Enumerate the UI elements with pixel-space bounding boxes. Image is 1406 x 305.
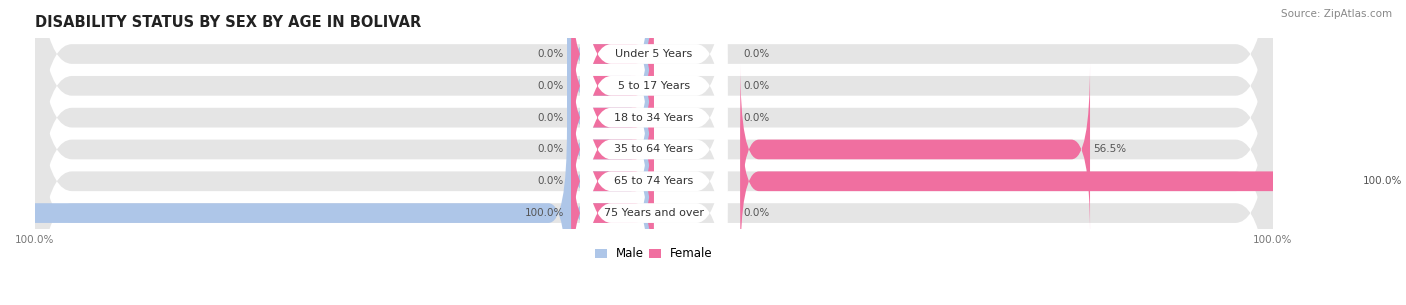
- FancyBboxPatch shape: [571, 64, 654, 235]
- Text: 0.0%: 0.0%: [537, 176, 564, 186]
- FancyBboxPatch shape: [571, 127, 654, 299]
- FancyBboxPatch shape: [35, 0, 1272, 267]
- FancyBboxPatch shape: [0, 127, 567, 299]
- Text: 0.0%: 0.0%: [537, 49, 564, 59]
- FancyBboxPatch shape: [571, 0, 654, 140]
- FancyBboxPatch shape: [35, 0, 1272, 305]
- Text: 0.0%: 0.0%: [537, 113, 564, 123]
- Text: 5 to 17 Years: 5 to 17 Years: [617, 81, 690, 91]
- Text: 100.0%: 100.0%: [1362, 176, 1402, 186]
- FancyBboxPatch shape: [567, 64, 650, 235]
- Text: 0.0%: 0.0%: [537, 81, 564, 91]
- FancyBboxPatch shape: [581, 32, 727, 305]
- Text: 56.5%: 56.5%: [1092, 145, 1126, 154]
- Text: 18 to 34 Years: 18 to 34 Years: [614, 113, 693, 123]
- Text: 35 to 64 Years: 35 to 64 Years: [614, 145, 693, 154]
- Text: 0.0%: 0.0%: [744, 81, 769, 91]
- Text: 0.0%: 0.0%: [744, 49, 769, 59]
- FancyBboxPatch shape: [581, 0, 727, 267]
- Text: 100.0%: 100.0%: [524, 208, 564, 218]
- FancyBboxPatch shape: [567, 127, 650, 299]
- Text: DISABILITY STATUS BY SEX BY AGE IN BOLIVAR: DISABILITY STATUS BY SEX BY AGE IN BOLIV…: [35, 15, 420, 30]
- Text: 0.0%: 0.0%: [537, 145, 564, 154]
- FancyBboxPatch shape: [571, 32, 654, 203]
- FancyBboxPatch shape: [581, 0, 727, 235]
- FancyBboxPatch shape: [567, 96, 650, 267]
- Text: 0.0%: 0.0%: [744, 113, 769, 123]
- FancyBboxPatch shape: [571, 96, 654, 267]
- FancyBboxPatch shape: [567, 32, 650, 203]
- Text: 0.0%: 0.0%: [744, 208, 769, 218]
- FancyBboxPatch shape: [567, 0, 650, 171]
- FancyBboxPatch shape: [741, 64, 1090, 235]
- FancyBboxPatch shape: [581, 0, 727, 203]
- Legend: Male, Female: Male, Female: [591, 243, 717, 265]
- Text: Under 5 Years: Under 5 Years: [614, 49, 692, 59]
- FancyBboxPatch shape: [741, 96, 1360, 267]
- FancyBboxPatch shape: [571, 0, 654, 171]
- Text: Source: ZipAtlas.com: Source: ZipAtlas.com: [1281, 9, 1392, 19]
- FancyBboxPatch shape: [35, 0, 1272, 235]
- Text: 75 Years and over: 75 Years and over: [603, 208, 703, 218]
- Text: 65 to 74 Years: 65 to 74 Years: [614, 176, 693, 186]
- FancyBboxPatch shape: [581, 64, 727, 305]
- FancyBboxPatch shape: [581, 0, 727, 299]
- FancyBboxPatch shape: [35, 32, 1272, 305]
- FancyBboxPatch shape: [35, 0, 1272, 299]
- FancyBboxPatch shape: [35, 0, 1272, 305]
- FancyBboxPatch shape: [567, 0, 650, 140]
